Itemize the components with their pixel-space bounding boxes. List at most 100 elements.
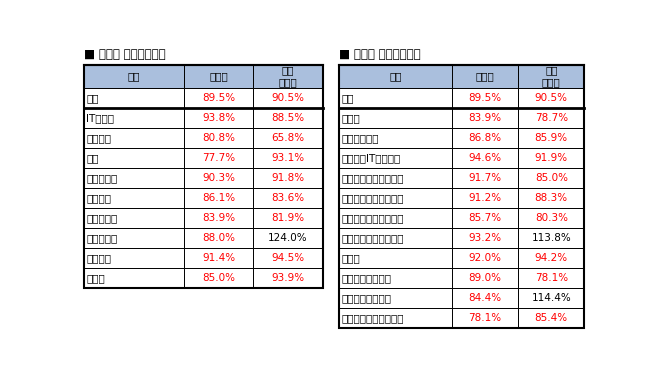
Bar	[452, 228, 518, 248]
Bar	[184, 128, 254, 148]
Text: 企画・管理系: 企画・管理系	[341, 133, 379, 143]
Text: 91.4%: 91.4%	[202, 253, 235, 263]
Bar	[518, 108, 584, 128]
Bar	[84, 248, 184, 268]
Bar	[184, 188, 254, 208]
Text: 65.8%: 65.8%	[271, 133, 304, 143]
Text: 89.5%: 89.5%	[468, 93, 501, 103]
Text: 90.5%: 90.5%	[271, 93, 304, 103]
Bar	[452, 248, 518, 268]
Bar	[518, 228, 584, 248]
Text: 職種: 職種	[389, 71, 402, 81]
Text: 77.7%: 77.7%	[202, 153, 235, 163]
Text: 89.5%: 89.5%	[202, 93, 235, 103]
Bar	[339, 65, 584, 328]
Bar	[339, 308, 452, 328]
Text: 専門職: 専門職	[341, 253, 360, 263]
Text: 前月比: 前月比	[475, 71, 494, 81]
Text: 94.5%: 94.5%	[271, 253, 304, 263]
Text: 94.2%: 94.2%	[535, 253, 568, 263]
Bar	[184, 228, 254, 248]
Text: 83.9%: 83.9%	[468, 113, 501, 123]
Text: 91.7%: 91.7%	[468, 173, 501, 183]
Text: 技術系（電気・機械）: 技術系（電気・機械）	[341, 173, 404, 183]
Bar	[184, 148, 254, 168]
Bar	[339, 148, 452, 168]
Text: 商社・流通: 商社・流通	[86, 213, 117, 223]
Bar	[254, 208, 323, 228]
Bar	[452, 108, 518, 128]
Text: 93.1%: 93.1%	[271, 153, 304, 163]
Text: 技術系（建築・土木）: 技術系（建築・土木）	[341, 233, 404, 243]
Text: 93.8%: 93.8%	[202, 113, 235, 123]
Text: 83.9%: 83.9%	[202, 213, 235, 223]
Text: 88.5%: 88.5%	[271, 113, 304, 123]
Text: 84.4%: 84.4%	[468, 293, 501, 303]
Text: 78.7%: 78.7%	[535, 113, 568, 123]
Bar	[339, 88, 452, 108]
Bar	[184, 268, 254, 288]
Bar	[518, 308, 584, 328]
Bar	[339, 228, 452, 248]
Text: 全体: 全体	[86, 93, 98, 103]
Text: 前年
同月比: 前年 同月比	[278, 65, 297, 87]
Text: 78.1%: 78.1%	[535, 273, 568, 283]
Text: 91.9%: 91.9%	[535, 153, 568, 163]
Text: 全体: 全体	[341, 93, 353, 103]
Text: 83.6%: 83.6%	[271, 193, 304, 203]
Bar	[84, 65, 184, 88]
Text: 86.1%: 86.1%	[202, 193, 235, 203]
Text: 80.8%: 80.8%	[202, 133, 235, 143]
Bar	[452, 65, 518, 88]
Bar	[84, 228, 184, 248]
Text: 前月比: 前月比	[209, 71, 228, 81]
Bar	[452, 288, 518, 308]
Bar	[518, 288, 584, 308]
Bar	[518, 268, 584, 288]
Bar	[84, 88, 184, 108]
Bar	[254, 88, 323, 108]
Bar	[452, 88, 518, 108]
Bar	[84, 108, 184, 128]
Text: 86.8%: 86.8%	[468, 133, 501, 143]
Bar	[452, 168, 518, 188]
Text: 93.2%: 93.2%	[468, 233, 501, 243]
Bar	[184, 108, 254, 128]
Bar	[184, 88, 254, 108]
Bar	[452, 128, 518, 148]
Text: 88.3%: 88.3%	[535, 193, 568, 203]
Text: 技術系（化学・食品）: 技術系（化学・食品）	[341, 213, 404, 223]
Bar	[84, 188, 184, 208]
Text: 78.1%: 78.1%	[468, 313, 501, 323]
Bar	[254, 168, 323, 188]
Bar	[518, 148, 584, 168]
Bar	[84, 268, 184, 288]
Bar	[254, 148, 323, 168]
Text: 販売・サービス系: 販売・サービス系	[341, 293, 391, 303]
Bar	[339, 128, 452, 148]
Text: 88.0%: 88.0%	[202, 233, 235, 243]
Bar	[518, 188, 584, 208]
Text: 124.0%: 124.0%	[268, 233, 308, 243]
Text: 81.9%: 81.9%	[271, 213, 304, 223]
Bar	[518, 168, 584, 188]
Bar	[452, 208, 518, 228]
Bar	[339, 108, 452, 128]
Bar	[518, 128, 584, 148]
Bar	[339, 248, 452, 268]
Bar	[339, 208, 452, 228]
Bar	[254, 188, 323, 208]
Bar	[518, 65, 584, 88]
Bar	[254, 268, 323, 288]
Bar	[84, 168, 184, 188]
Bar	[518, 88, 584, 108]
Text: 技術系（メディカル）: 技術系（メディカル）	[341, 193, 404, 203]
Bar	[84, 208, 184, 228]
Text: 85.0%: 85.0%	[535, 173, 568, 183]
Bar	[339, 188, 452, 208]
Text: 94.6%: 94.6%	[468, 153, 501, 163]
Bar	[452, 268, 518, 288]
Text: ■ 職種別 求人数増加率: ■ 職種別 求人数増加率	[339, 48, 421, 61]
Text: 技術系（IT・通信）: 技術系（IT・通信）	[341, 153, 400, 163]
Bar	[184, 208, 254, 228]
